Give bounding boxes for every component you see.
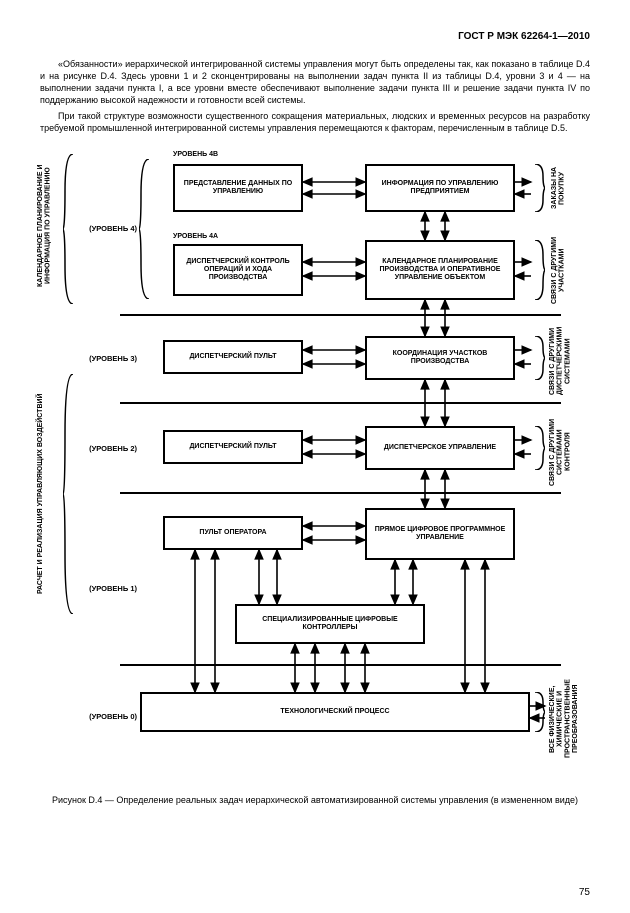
page-number: 75	[579, 886, 590, 900]
box-2-left: ДИСПЕТЧЕРСКИЙ ПУЛЬТ	[163, 430, 303, 464]
sep-line-4-3	[120, 314, 561, 316]
right-brace-1	[533, 164, 545, 212]
box-4a-left: ДИСПЕТЧЕРСКИЙ КОНТРОЛЬ ОПЕРАЦИЙ И ХОДА П…	[173, 244, 303, 296]
box-3-right: КООРДИНАЦИЯ УЧАСТКОВ ПРОИЗВОДСТВА	[365, 336, 515, 380]
paragraph-2: При такой структуре возможности существе…	[40, 110, 590, 134]
sep-line-1-0	[120, 664, 561, 666]
right-label-3: СВЯЗИ С ДРУГИМИ ДИСПЕТЧЕРСКИМИ СИСТЕМАМИ	[549, 316, 572, 406]
paragraph-1-text: «Обязанности» иерархической интегрирован…	[40, 59, 590, 105]
box-0-process: ТЕХНОЛОГИЧЕСКИЙ ПРОЦЕСС	[140, 692, 530, 732]
doc-id: ГОСТ Р МЭК 62264-1—2010	[40, 30, 590, 44]
box-2-right: ДИСПЕТЧЕРСКОЕ УПРАВЛЕНИЕ	[365, 426, 515, 470]
level4-brace	[139, 159, 151, 299]
box-1-controllers: СПЕЦИАЛИЗИРОВАННЫЕ ЦИФРОВЫЕ КОНТРОЛЛЕРЫ	[235, 604, 425, 644]
paragraph-1: «Обязанности» иерархической интегрирован…	[40, 58, 590, 107]
sublevel-4a-label: УРОВЕНЬ 4А	[173, 232, 218, 241]
figure-area: КАЛЕНДАРНОЕ ПЛАНИРОВАНИЕ И ИНФОРМАЦИЯ ПО…	[45, 144, 585, 784]
right-brace-4	[533, 426, 545, 470]
page: ГОСТ Р МЭК 62264-1—2010 «Обязанности» ие…	[0, 0, 630, 913]
right-label-4: СВЯЗИ С ДРУГИМИ СИСТЕМАМИ КОНТРОЛЯ	[549, 412, 572, 492]
paragraph-2-text: При такой структуре возможности существе…	[40, 111, 590, 133]
sep-line-3-2	[120, 402, 561, 404]
level-3-label: (УРОВЕНЬ 3)	[67, 354, 137, 364]
level-1-label: (УРОВЕНЬ 1)	[67, 584, 137, 594]
left-label-lower: РАСЧЕТ И РЕАЛИЗАЦИЯ УПРАВЛЯЮЩИХ ВОЗДЕЙСТ…	[37, 384, 45, 604]
left-brace-lower	[63, 374, 75, 614]
box-1-left: ПУЛЬТ ОПЕРАТОРА	[163, 516, 303, 550]
box-4b-right: ИНФОРМАЦИЯ ПО УПРАВЛЕНИЮ ПРЕДПРИЯТИЕМ	[365, 164, 515, 212]
right-label-1: ЗАКАЗЫ НА ПОКУПКУ	[551, 158, 566, 218]
box-3-left: ДИСПЕТЧЕРСКИЙ ПУЛЬТ	[163, 340, 303, 374]
right-label-5: ВСЕ ФИЗИЧЕСКИЕ, ХИМИЧЕСКИЕ И ПРОСТРАНСТВ…	[549, 664, 580, 774]
figure-caption: Рисунок D.4 — Определение реальных задач…	[40, 794, 590, 806]
level-4-label: (УРОВЕНЬ 4)	[67, 224, 137, 234]
box-1-right: ПРЯМОЕ ЦИФРОВОЕ ПРОГРАММНОЕ УПРАВЛЕНИЕ	[365, 508, 515, 560]
right-brace-5	[533, 692, 545, 732]
sep-line-2-1	[120, 492, 561, 494]
level-2-label: (УРОВЕНЬ 2)	[67, 444, 137, 454]
right-label-2: СВЯЗИ С ДРУГИМИ УЧАСТКАМИ	[551, 230, 566, 310]
box-4a-right: КАЛЕНДАРНОЕ ПЛАНИРОВАНИЕ ПРОИЗВОДСТВА И …	[365, 240, 515, 300]
left-label-upper: КАЛЕНДАРНОЕ ПЛАНИРОВАНИЕ И ИНФОРМАЦИЯ ПО…	[37, 156, 52, 296]
level-0-label: (УРОВЕНЬ 0)	[67, 712, 137, 722]
right-brace-2	[533, 240, 545, 300]
right-brace-3	[533, 336, 545, 380]
box-4b-left: ПРЕДСТАВЛЕНИЕ ДАННЫХ ПО УПРАВЛЕНИЮ	[173, 164, 303, 212]
sublevel-4b-label: УРОВЕНЬ 4В	[173, 150, 218, 159]
